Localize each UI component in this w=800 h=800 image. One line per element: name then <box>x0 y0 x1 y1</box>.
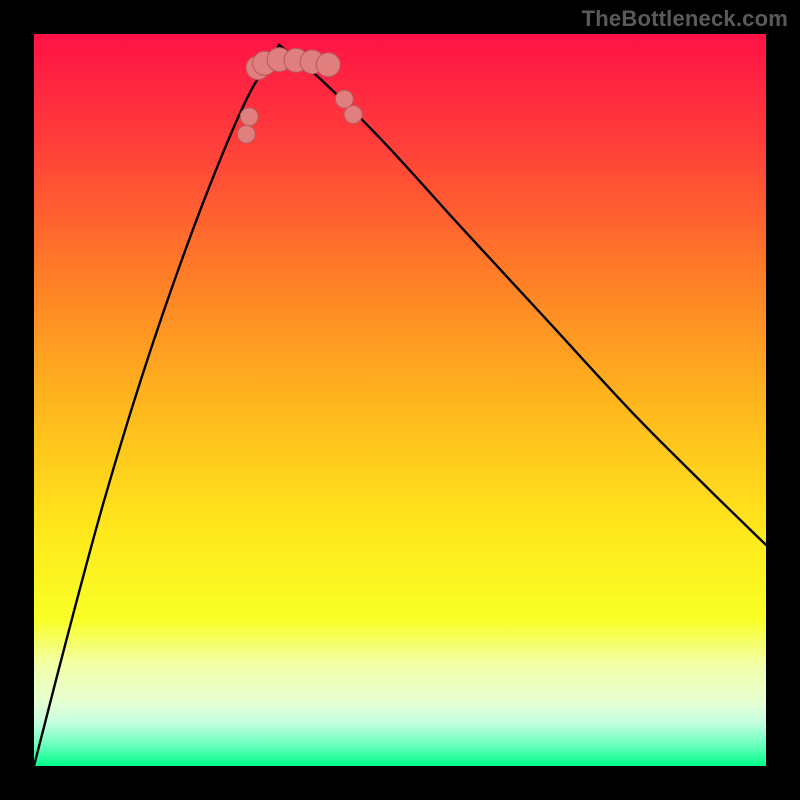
curve-layer <box>34 34 766 766</box>
plot-area <box>34 34 766 766</box>
data-point <box>240 108 258 126</box>
data-point <box>316 53 340 77</box>
watermark-text: TheBottleneck.com <box>582 6 788 32</box>
data-point <box>237 125 255 143</box>
data-markers <box>237 48 362 144</box>
chart-frame: TheBottleneck.com <box>0 0 800 800</box>
curve-left <box>34 45 279 766</box>
data-point <box>344 106 362 124</box>
